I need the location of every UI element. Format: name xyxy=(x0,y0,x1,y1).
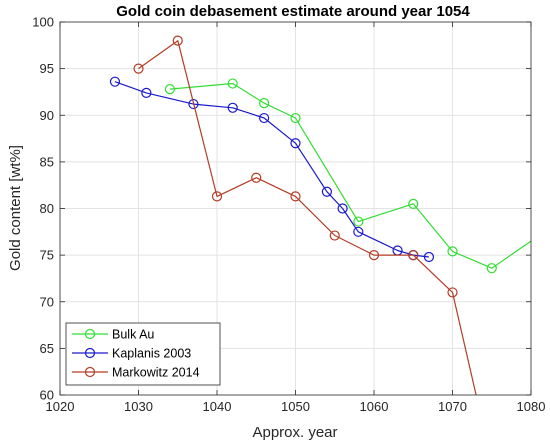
y-tick-label: 70 xyxy=(40,294,54,309)
y-tick-label: 65 xyxy=(40,341,54,356)
y-tick-label: 80 xyxy=(40,201,54,216)
x-tick-label: 1050 xyxy=(281,399,310,414)
legend-marker-kaplanis-2003 xyxy=(84,347,96,359)
data-point-markowitz-2014 xyxy=(133,63,144,74)
chart-title: Gold coin debasement estimate around yea… xyxy=(116,3,470,20)
data-point-kaplanis-2003 xyxy=(321,186,332,197)
series-bulk-au xyxy=(164,78,531,274)
legend-label-bulk-au: Bulk Au xyxy=(112,328,154,342)
x-axis-label: Approx. year xyxy=(252,424,337,441)
axis-ticks xyxy=(59,21,532,396)
legend-label-markowitz-2014: Markowitz 2014 xyxy=(112,366,200,380)
legend-label-kaplanis-2003: Kaplanis 2003 xyxy=(112,347,191,361)
x-tick-label: 1030 xyxy=(124,399,153,414)
y-tick-label: 60 xyxy=(40,388,54,403)
tick-labels: 1020 1030 1040 1050 1060 1070 1080 60 65 70 75 80 85… xyxy=(32,15,545,415)
legend: Bulk Au Kaplanis 2003 Markowitz 2014 xyxy=(65,322,221,386)
x-tick-label: 1060 xyxy=(360,399,389,414)
data-point-markowitz-2014 xyxy=(447,287,458,298)
data-point-markowitz-2014 xyxy=(408,250,419,261)
data-point-kaplanis-2003 xyxy=(423,251,435,263)
data-point-markowitz-2014 xyxy=(329,230,340,241)
data-point-bulk-au xyxy=(408,198,419,209)
data-point-bulk-au xyxy=(447,246,458,257)
x-tick-label: 1070 xyxy=(438,399,467,414)
data-point-bulk-au xyxy=(259,98,270,109)
x-tick-label: 1040 xyxy=(203,399,232,414)
y-tick-label: 75 xyxy=(40,248,54,263)
data-point-kaplanis-2003 xyxy=(188,98,199,110)
series-markowitz-2014 xyxy=(133,35,477,395)
y-tick-label: 90 xyxy=(40,108,54,123)
series-layer xyxy=(109,35,531,395)
data-point-bulk-au xyxy=(290,112,301,124)
data-point-markowitz-2014 xyxy=(368,250,380,261)
data-point-bulk-au xyxy=(227,78,238,89)
data-point-kaplanis-2003 xyxy=(109,76,121,87)
y-tick-label: 95 xyxy=(40,61,54,76)
legend-marker-bulk-au xyxy=(84,328,96,340)
data-point-kaplanis-2003 xyxy=(290,138,301,149)
y-tick-label: 85 xyxy=(40,154,54,169)
data-point-kaplanis-2003 xyxy=(259,112,270,124)
series-line-kaplanis-2003 xyxy=(114,81,429,258)
legend-marker-markowitz-2014 xyxy=(84,366,96,378)
y-tick-label: 100 xyxy=(32,15,54,30)
data-point-kaplanis-2003 xyxy=(141,87,152,98)
x-tick-label: 1080 xyxy=(517,399,546,414)
data-point-markowitz-2014 xyxy=(290,191,301,202)
data-point-kaplanis-2003 xyxy=(337,203,348,214)
data-point-bulk-au xyxy=(353,216,364,227)
data-point-markowitz-2014 xyxy=(211,191,223,202)
series-line-bulk-au xyxy=(169,82,531,269)
legend-box xyxy=(65,322,221,386)
data-point-bulk-au xyxy=(486,263,497,274)
data-point-markowitz-2014 xyxy=(172,35,183,46)
data-point-bulk-au xyxy=(164,84,175,95)
data-point-kaplanis-2003 xyxy=(353,226,364,237)
data-point-kaplanis-2003 xyxy=(227,102,238,113)
data-point-markowitz-2014 xyxy=(251,172,262,183)
grid xyxy=(60,22,531,395)
x-tick-label: 1020 xyxy=(46,399,75,414)
series-line-markowitz-2014 xyxy=(138,40,477,395)
legend-items: Bulk Au Kaplanis 2003 Markowitz 2014 xyxy=(72,328,200,380)
y-axis-label: Gold content [wt%] xyxy=(7,145,24,271)
